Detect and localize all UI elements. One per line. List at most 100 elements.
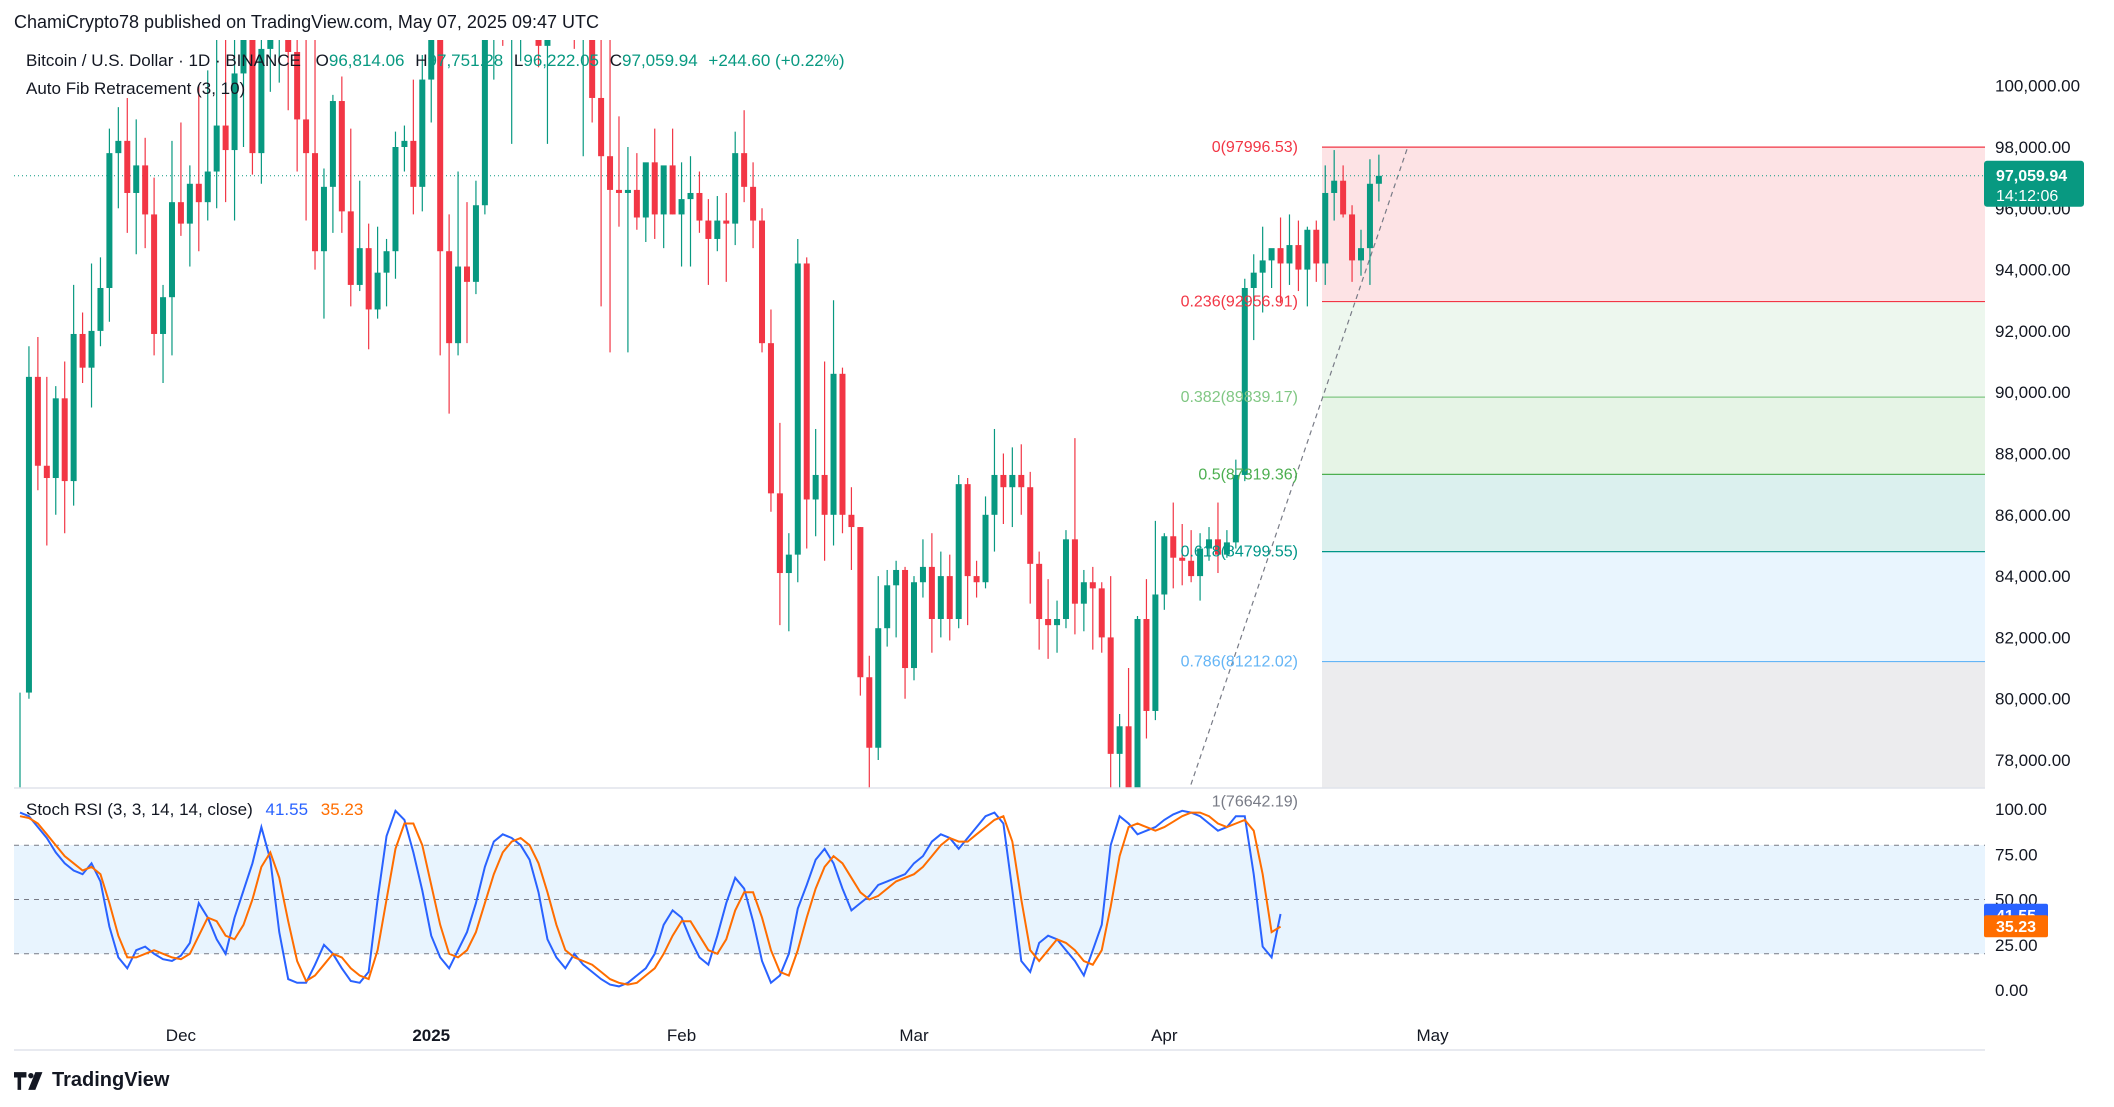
tradingview-logo[interactable]: TradingView	[14, 1069, 169, 1092]
fib-zone	[1322, 551, 1985, 662]
candle	[1170, 536, 1177, 558]
candle	[1107, 637, 1114, 754]
candle	[1071, 539, 1078, 604]
candle	[213, 125, 220, 172]
candle	[79, 333, 86, 368]
candle	[1277, 248, 1284, 264]
candle	[866, 677, 873, 748]
price-badge-value: 97,059.94	[1996, 168, 2067, 185]
price-tick: 92,000.00	[1995, 322, 2071, 341]
candle	[70, 333, 77, 482]
stoch-band	[14, 845, 1985, 954]
fib-label: 0.618(84799.55)	[1181, 544, 1298, 561]
candle	[285, 40, 292, 52]
candle	[1232, 474, 1239, 543]
low-label: L	[513, 51, 524, 70]
candle	[1349, 214, 1356, 261]
candle	[1241, 287, 1248, 475]
fib-label: 0.5(87319.36)	[1198, 466, 1298, 483]
candle	[392, 147, 399, 252]
candle	[276, 0, 282, 34]
candle	[911, 582, 917, 669]
candle	[481, 40, 488, 206]
candle	[1116, 726, 1123, 754]
candle	[732, 153, 739, 224]
candle	[446, 251, 453, 344]
stoch-legend[interactable]: Stoch RSI (3, 3, 14, 14, close) 41.55 35…	[26, 800, 363, 820]
time-tick: Feb	[667, 1026, 696, 1045]
time-tick: May	[1416, 1026, 1449, 1045]
fib-zones	[14, 146, 1985, 788]
price-badge-countdown: 14:12:06	[1996, 188, 2058, 205]
stoch-tick: 75.00	[1995, 845, 2038, 864]
time-tick: 2025	[412, 1026, 450, 1045]
change-value: +244.60 (+0.22%)	[708, 51, 845, 70]
candle	[1331, 180, 1338, 193]
time-tick: Mar	[899, 1026, 929, 1045]
candle	[294, 51, 301, 120]
stoch-tick: 25.00	[1995, 936, 2038, 955]
candle	[1045, 619, 1052, 626]
stoch-d-badge	[1984, 915, 2048, 938]
candle	[1125, 726, 1132, 788]
candle	[946, 576, 953, 620]
candle	[714, 220, 721, 239]
candle	[848, 514, 855, 528]
candle	[518, 0, 524, 15]
candle	[1322, 192, 1329, 264]
candle	[1206, 539, 1213, 549]
candle	[106, 153, 113, 288]
candle	[1358, 248, 1364, 261]
fib-label: 0.786(81212.02)	[1181, 654, 1298, 671]
candle	[204, 171, 211, 203]
time-tick: Apr	[1151, 1026, 1178, 1045]
candle	[437, 40, 444, 252]
candle	[1036, 563, 1043, 620]
candle	[1000, 474, 1007, 488]
candle	[329, 101, 336, 187]
candle	[124, 140, 131, 193]
symbol-legend[interactable]: Bitcoin / U.S. Dollar · 1D · BINANCE O96…	[26, 51, 845, 71]
candle	[982, 514, 989, 583]
candle	[902, 569, 909, 669]
candle	[803, 263, 810, 500]
candle	[1259, 260, 1266, 273]
candle	[669, 165, 676, 215]
candle	[919, 566, 926, 583]
indicator-label[interactable]: Auto Fib Retracement (3, 10)	[26, 79, 246, 98]
fib-zone	[1322, 397, 1985, 475]
stoch-k-line	[19, 808, 1282, 988]
candle	[338, 101, 345, 212]
candle	[231, 73, 238, 151]
fib-label: 1(76642.19)	[1212, 794, 1298, 811]
candle	[1250, 272, 1257, 288]
candle	[1009, 474, 1016, 488]
candle	[1214, 539, 1221, 555]
candle	[115, 140, 122, 154]
candle	[776, 493, 783, 574]
candle	[660, 165, 667, 215]
candle	[830, 373, 837, 515]
candle	[1098, 588, 1105, 638]
candle	[52, 398, 59, 479]
price-tick: 78,000.00	[1995, 751, 2071, 770]
candle	[875, 628, 882, 748]
candle	[1062, 539, 1069, 620]
candle	[571, 0, 577, 3]
candle	[991, 474, 998, 515]
candle	[34, 376, 41, 466]
candle	[580, 0, 586, 3]
candle	[651, 162, 658, 215]
candle	[428, 40, 435, 80]
candle	[249, 40, 256, 154]
candle	[589, 40, 596, 98]
candle	[61, 398, 68, 482]
candle	[812, 474, 819, 500]
candle	[17, 821, 23, 823]
candle	[374, 272, 381, 310]
candle	[347, 211, 354, 285]
candle	[1295, 245, 1302, 270]
candle	[410, 140, 417, 187]
